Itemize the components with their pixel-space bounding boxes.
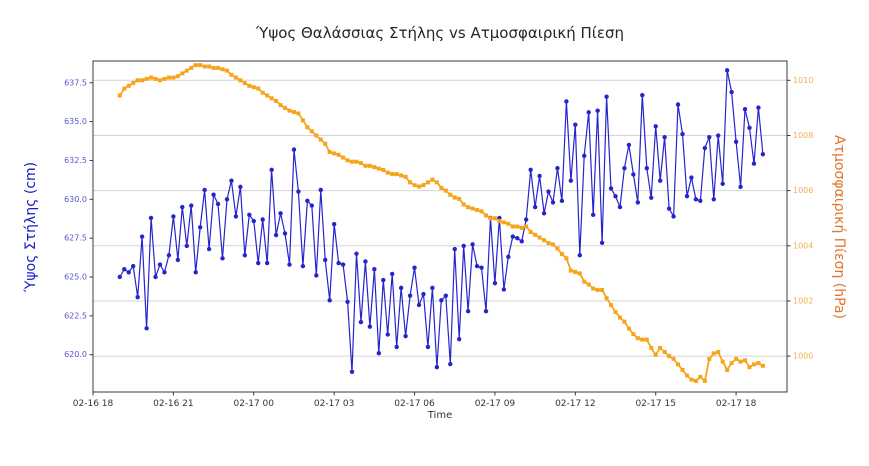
pressure-series <box>117 63 765 383</box>
plot-border <box>92 60 788 393</box>
left-tick-label: 635.0 <box>64 117 87 126</box>
left-tick-label: 620.0 <box>64 350 87 359</box>
x-tick-label: 02-17 09 <box>475 399 516 409</box>
x-tick-label: 02-17 06 <box>394 399 435 409</box>
x-tick-label: 02-17 03 <box>314 399 354 409</box>
x-tick-label: 02-17 15 <box>635 399 675 409</box>
left-tick-label: 630.0 <box>64 195 87 204</box>
left-tick-label: 627.5 <box>64 234 87 243</box>
right-tick-label: 1010 <box>793 76 813 85</box>
height-series <box>117 68 766 374</box>
right-tick-label: 1008 <box>793 131 813 140</box>
left-tick-label: 632.5 <box>64 156 87 165</box>
right-tick-label: 1002 <box>793 296 813 305</box>
x-tick-label: 02-17 00 <box>234 399 275 409</box>
right-tick-label: 1006 <box>793 186 813 195</box>
x-axis-label: Time <box>427 410 453 421</box>
right-tick-label: 1004 <box>793 241 813 250</box>
left-tick-label: 637.5 <box>64 78 87 87</box>
left-tick-label: 625.0 <box>64 273 87 282</box>
right-tick-label: 1000 <box>793 352 813 361</box>
left-tick-label: 622.5 <box>64 311 87 320</box>
x-tick-label: 02-16 21 <box>153 399 193 409</box>
chart-title: Ύψος Θαλάσσιας Στήλης vs Ατμοσφαιρική Πί… <box>255 24 625 42</box>
x-tick-label: 02-16 18 <box>73 399 114 409</box>
x-tick-label: 02-17 18 <box>716 399 757 409</box>
x-tick-label: 02-17 12 <box>555 399 595 409</box>
